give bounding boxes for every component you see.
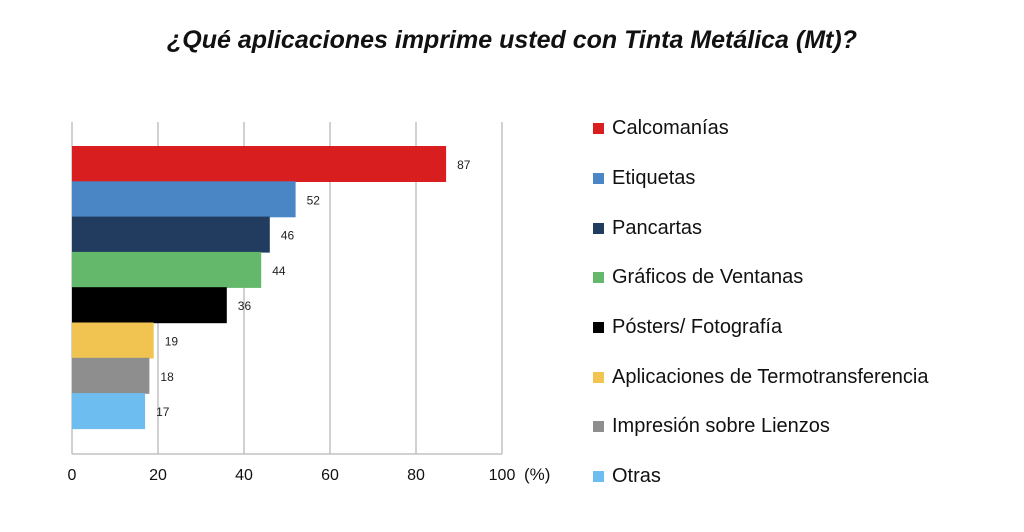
x-tick-label: 80 — [407, 467, 425, 484]
x-tick-label: 0 — [68, 467, 77, 484]
legend-item: Impresión sobre Lienzos — [593, 402, 928, 452]
bar-value-label: 18 — [160, 370, 174, 384]
legend-item: Etiquetas — [593, 154, 928, 204]
bar — [72, 146, 447, 182]
x-tick-label: 100 — [489, 467, 516, 484]
bars — [72, 146, 447, 430]
bar-value-label: 19 — [165, 335, 179, 349]
chart-title: ¿Qué aplicaciones imprime usted con Tint… — [167, 26, 857, 54]
legend-swatch — [593, 222, 604, 234]
legend-swatch — [593, 322, 604, 334]
legend-label: Aplicaciones de Termotransferencia — [612, 365, 929, 388]
legend: Calcomanías Etiquetas Pancartas Gráficos de… — [593, 104, 928, 502]
legend-label: Calcomanías — [612, 117, 729, 140]
legend-swatch — [593, 421, 604, 433]
bar — [72, 216, 270, 253]
legend-label: Otras — [612, 465, 661, 488]
data-labels: 87 52 46 44 36 19 18 17 — [156, 158, 471, 419]
bar — [72, 393, 146, 430]
bar — [72, 322, 154, 359]
legend-item: Pancartas — [593, 203, 928, 253]
x-axis-label: (%) — [524, 465, 550, 484]
bar — [72, 357, 150, 394]
bar — [72, 181, 296, 218]
bar-value-label: 17 — [156, 405, 170, 419]
x-tick-label: 20 — [149, 467, 167, 484]
legend-item: Aplicaciones de Termotransferencia — [593, 352, 928, 402]
bar — [72, 251, 262, 288]
legend-swatch — [593, 272, 604, 284]
legend-label: Gráficos de Ventanas — [612, 266, 804, 289]
legend-label: Impresión sobre Lienzos — [612, 415, 830, 438]
legend-swatch — [593, 471, 604, 483]
bar-value-label: 36 — [238, 299, 252, 313]
legend-swatch — [593, 371, 604, 383]
legend-item: Calcomanías — [593, 104, 928, 154]
x-tick-label: 60 — [321, 467, 339, 484]
legend-label: Pósters/ Fotografía — [612, 316, 783, 339]
x-tick-label: 40 — [235, 467, 253, 484]
legend-label: Etiquetas — [612, 167, 696, 190]
bar — [72, 287, 227, 324]
bar-value-label: 52 — [307, 193, 321, 207]
legend-label: Pancartas — [612, 216, 703, 239]
legend-swatch — [593, 173, 604, 185]
bar-value-label: 46 — [281, 229, 295, 243]
bar-value-label: 87 — [457, 158, 471, 172]
x-axis-ticks: 0 20 40 60 80 100 — [68, 467, 516, 484]
legend-item: Otras — [593, 452, 928, 502]
bar-value-label: 44 — [272, 264, 286, 278]
legend-swatch — [593, 123, 604, 135]
legend-item: Pósters/ Fotografía — [593, 303, 928, 353]
legend-item: Gráficos de Ventanas — [593, 253, 928, 303]
